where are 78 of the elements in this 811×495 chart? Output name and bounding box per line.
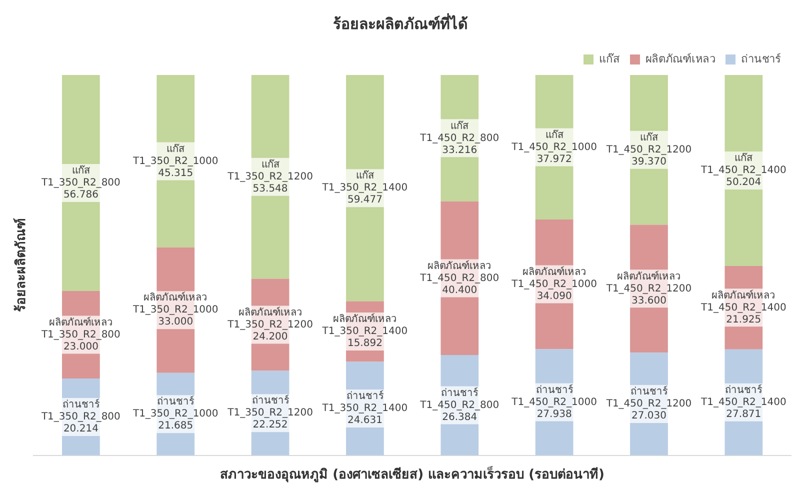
data-label: 33.216	[442, 144, 478, 156]
data-label: 15.892	[347, 338, 382, 350]
data-label: 27.938	[536, 408, 572, 420]
text: ถ่านชาร์	[252, 396, 289, 407]
x-tick-label: T1_450_R2_800	[419, 400, 500, 411]
x-tick-label: T1_350_R2_1200	[226, 408, 313, 419]
text: แก๊ส	[450, 120, 469, 132]
category-label: T1_350_R2_1400	[322, 182, 408, 194]
text: ถ่านชาร์	[725, 384, 762, 396]
text: ผลิตภัณฑ์เหลว	[712, 290, 776, 302]
category-label: T1_350_R2_1000	[132, 304, 218, 316]
data-label: 24.200	[252, 331, 288, 342]
x-tick-label: T1_450_R2_1200	[605, 398, 692, 410]
data-label: 33.000	[158, 316, 194, 328]
data-label: 20.214	[63, 424, 98, 435]
category-label: T1_450_R2_1200	[606, 144, 692, 156]
category-label: T1_450_R2_800	[420, 272, 500, 284]
text: ถ่านชาร์	[62, 400, 100, 411]
data-label: 24.631	[347, 415, 382, 426]
data-label: 56.786	[63, 190, 98, 201]
category-label: T1_350_R2_800	[41, 178, 120, 189]
x-axis-title: สภาวะของอุณหภูมิ (องศาเซลเซียส) และความเร็วรอบ (รอบต่อนาที)	[220, 464, 604, 483]
legend-label: ผลิตภัณฑ์เหลว	[646, 52, 716, 66]
data-label: 33.600	[631, 295, 666, 306]
text: ผลิตภัณฑ์เหลว	[616, 271, 681, 282]
data-label: 39.370	[631, 156, 666, 168]
y-axis-title: ร้อยละผลิตภัณฑ์	[13, 218, 30, 312]
category-label: T1_350_R2_800	[41, 329, 120, 340]
text: แก๊ส	[72, 166, 90, 177]
text: ผลิตภัณฑ์เหลว	[144, 292, 208, 304]
text: แก๊ส	[640, 132, 658, 144]
data-label: 45.315	[158, 168, 194, 179]
text: แก๊ส	[356, 170, 374, 182]
data-label: 23.000	[63, 341, 98, 352]
text: ถ่านชาร์	[441, 388, 478, 399]
data-label: 59.477	[347, 194, 382, 206]
text: ผลิตภัณฑ์เหลว	[48, 317, 113, 328]
text: ถ่านชาร์	[157, 396, 194, 408]
text: ผลิตภัณฑ์เหลว	[428, 260, 492, 272]
text: ผลิตภัณฑ์เหลว	[332, 314, 397, 326]
legend-label: ถ่านชาร์	[741, 52, 781, 66]
data-label: 26.384	[442, 412, 478, 423]
text: แก๊ส	[734, 153, 753, 164]
data-label: 34.090	[536, 290, 572, 302]
data-label: 22.252	[252, 420, 288, 431]
category-label: T1_350_R2_1200	[228, 171, 313, 182]
data-label: 21.685	[158, 420, 194, 432]
category-label: T1_450_R2_1200	[606, 283, 692, 294]
x-tick-label: T1_350_R2_800	[40, 412, 120, 423]
x-tick-label: T1_350_R2_1400	[321, 403, 408, 414]
text: ถ่านชาร์	[536, 384, 573, 396]
data-label: 50.204	[726, 177, 762, 188]
category-label: T1_350_R2_1200	[228, 319, 313, 330]
legend-label: แก๊ส	[599, 52, 620, 66]
category-label: T1_350_R2_1400	[322, 326, 408, 338]
text: ผลิตภัณฑ์เหลว	[238, 307, 302, 318]
data-label: 53.548	[252, 183, 288, 194]
category-label: T1_450_R2_1000	[512, 142, 597, 153]
data-label: 37.972	[536, 154, 572, 165]
x-tick-label: T1_350_R2_1000	[132, 408, 218, 420]
category-label: T1_450_R2_1000	[512, 278, 597, 290]
data-label: 40.400	[442, 284, 478, 296]
data-label: 27.871	[726, 408, 762, 420]
category-label: T1_450_R2_800	[420, 132, 500, 144]
text: แก๊ส	[166, 144, 185, 155]
text: แก๊ส	[545, 130, 564, 141]
text: แก๊ส	[261, 159, 280, 170]
data-label: 27.030	[631, 410, 666, 422]
text: ถ่านชาร์	[630, 386, 668, 398]
category-label: T1_450_R2_1400	[701, 302, 786, 314]
chart-title: ร้อยละผลิตภัณฑ์ที่ได้	[333, 12, 468, 33]
x-tick-label: T1_450_R2_1400	[700, 396, 786, 408]
x-tick-label: T1_450_R2_1000	[510, 396, 597, 408]
data-label: 21.925	[726, 314, 762, 326]
text: ผลิตภัณฑ์เหลว	[522, 266, 586, 278]
category-label: T1_350_R2_1000	[132, 156, 218, 167]
text: ถ่านชาร์	[346, 391, 384, 402]
category-label: T1_450_R2_1400	[701, 165, 786, 176]
